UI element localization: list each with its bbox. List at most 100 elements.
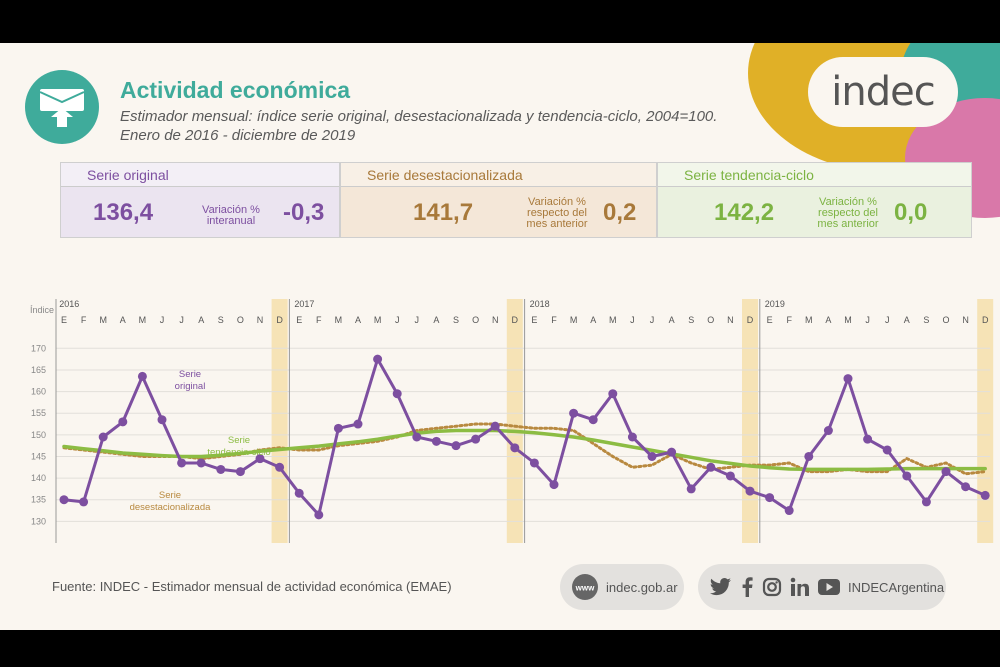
month-label: A xyxy=(825,315,831,325)
panel-value: 142,2 xyxy=(714,199,775,226)
data-point xyxy=(314,510,324,520)
month-label: D xyxy=(982,315,989,325)
month-label: J xyxy=(865,315,870,325)
data-point xyxy=(235,467,245,477)
series-annotation: Serie xyxy=(228,435,250,446)
month-label: O xyxy=(237,315,244,325)
period-label: Enero de 2016 - diciembre de 2019 xyxy=(120,127,356,144)
linkedin-icon[interactable] xyxy=(790,577,810,597)
month-label: M xyxy=(99,315,107,325)
month-label: J xyxy=(650,315,655,325)
month-label: A xyxy=(433,315,439,325)
y-tick-label: 140 xyxy=(31,473,46,483)
december-highlight xyxy=(742,299,758,543)
data-point xyxy=(471,434,481,444)
month-label: J xyxy=(179,315,184,325)
label-line: Variación % xyxy=(202,204,260,216)
economic-activity-icon xyxy=(25,70,99,144)
month-label: J xyxy=(415,315,420,325)
month-label: S xyxy=(688,315,694,325)
data-point xyxy=(196,458,206,468)
month-label: F xyxy=(786,315,792,325)
label-line: mes anterior xyxy=(817,218,879,230)
data-point xyxy=(275,462,285,472)
y-tick-label: 135 xyxy=(31,495,46,505)
data-point xyxy=(627,432,637,442)
panel-title: Serie tendencia-ciclo xyxy=(658,163,971,187)
panel-label: Variación % respecto del mes anterior xyxy=(808,197,888,230)
month-label: E xyxy=(767,315,773,325)
indec-logo: indec xyxy=(808,57,958,127)
panel-variation: 0,0 xyxy=(894,199,928,226)
twitter-icon[interactable] xyxy=(710,577,732,597)
series-annotation: original xyxy=(175,381,206,392)
youtube-icon[interactable] xyxy=(818,579,840,595)
data-point xyxy=(157,415,167,425)
december-highlight xyxy=(977,299,994,543)
month-label: M xyxy=(609,315,617,325)
source-note: Fuente: INDEC - Estimador mensual de act… xyxy=(52,579,452,594)
year-label: 2017 xyxy=(294,299,314,309)
data-point xyxy=(569,408,579,418)
data-point xyxy=(745,486,755,496)
data-point xyxy=(392,389,402,399)
year-label: 2016 xyxy=(59,299,79,309)
panel-variation: 0,2 xyxy=(603,199,637,226)
website-pill[interactable]: www indec.gob.ar xyxy=(560,564,684,610)
data-point xyxy=(59,495,69,505)
month-label: N xyxy=(727,315,734,325)
panel-serie-desestacionalizada: Serie desestacionalizada 141,7 Variación… xyxy=(340,162,657,238)
month-label: J xyxy=(160,315,165,325)
panel-value: 141,7 xyxy=(413,199,474,226)
panel-label: Variación % respecto del mes anterior xyxy=(517,197,597,230)
label-line: respecto del xyxy=(818,207,878,219)
month-label: E xyxy=(296,315,302,325)
month-label: M xyxy=(805,315,813,325)
month-label: O xyxy=(472,315,479,325)
facebook-icon[interactable] xyxy=(740,577,754,597)
month-label: M xyxy=(335,315,343,325)
panel-variation: -0,3 xyxy=(283,199,325,226)
data-point xyxy=(941,467,951,477)
month-label: D xyxy=(512,315,519,325)
data-point xyxy=(451,441,461,451)
svg-text:www: www xyxy=(575,584,595,593)
summary-panels: Serie original 136,4 Variación % interan… xyxy=(60,162,972,238)
month-label: A xyxy=(590,315,596,325)
logo-text: indec xyxy=(831,69,935,115)
year-label: 2018 xyxy=(530,299,550,309)
y-tick-label: 130 xyxy=(31,516,46,526)
data-point xyxy=(529,458,539,468)
label-line: mes anterior xyxy=(526,218,588,230)
label-line: interanual xyxy=(206,215,256,227)
december-highlight xyxy=(271,299,288,543)
panel-value: 136,4 xyxy=(93,199,154,226)
data-point xyxy=(137,371,147,381)
data-point xyxy=(980,490,990,500)
month-label: N xyxy=(962,315,969,325)
data-point xyxy=(588,415,598,425)
data-point xyxy=(725,471,735,481)
y-tick-label: 170 xyxy=(31,343,46,353)
y-tick-label: 150 xyxy=(31,430,46,440)
data-point xyxy=(667,447,677,457)
data-point xyxy=(431,436,441,446)
data-point xyxy=(804,451,814,461)
panel-label: Variación % interanual xyxy=(191,205,271,227)
instagram-icon[interactable] xyxy=(762,577,782,597)
month-label: F xyxy=(551,315,557,325)
month-label: J xyxy=(885,315,890,325)
y-tick-label: 155 xyxy=(31,408,46,418)
infographic: indec Actividad económica Estimador mens… xyxy=(0,43,1000,630)
y-tick-label: 145 xyxy=(31,451,46,461)
social-pill: INDECArgentina xyxy=(698,564,946,610)
series-annotation: desestacionalizada xyxy=(130,502,212,513)
y-tick-label: 160 xyxy=(31,387,46,397)
data-point xyxy=(843,374,853,384)
label-line: Variación % xyxy=(528,196,586,208)
panel-serie-original: Serie original 136,4 Variación % interan… xyxy=(60,162,340,238)
page-title: Actividad económica xyxy=(120,77,351,103)
month-label: O xyxy=(942,315,949,325)
data-point xyxy=(118,417,128,427)
data-point xyxy=(79,497,89,507)
